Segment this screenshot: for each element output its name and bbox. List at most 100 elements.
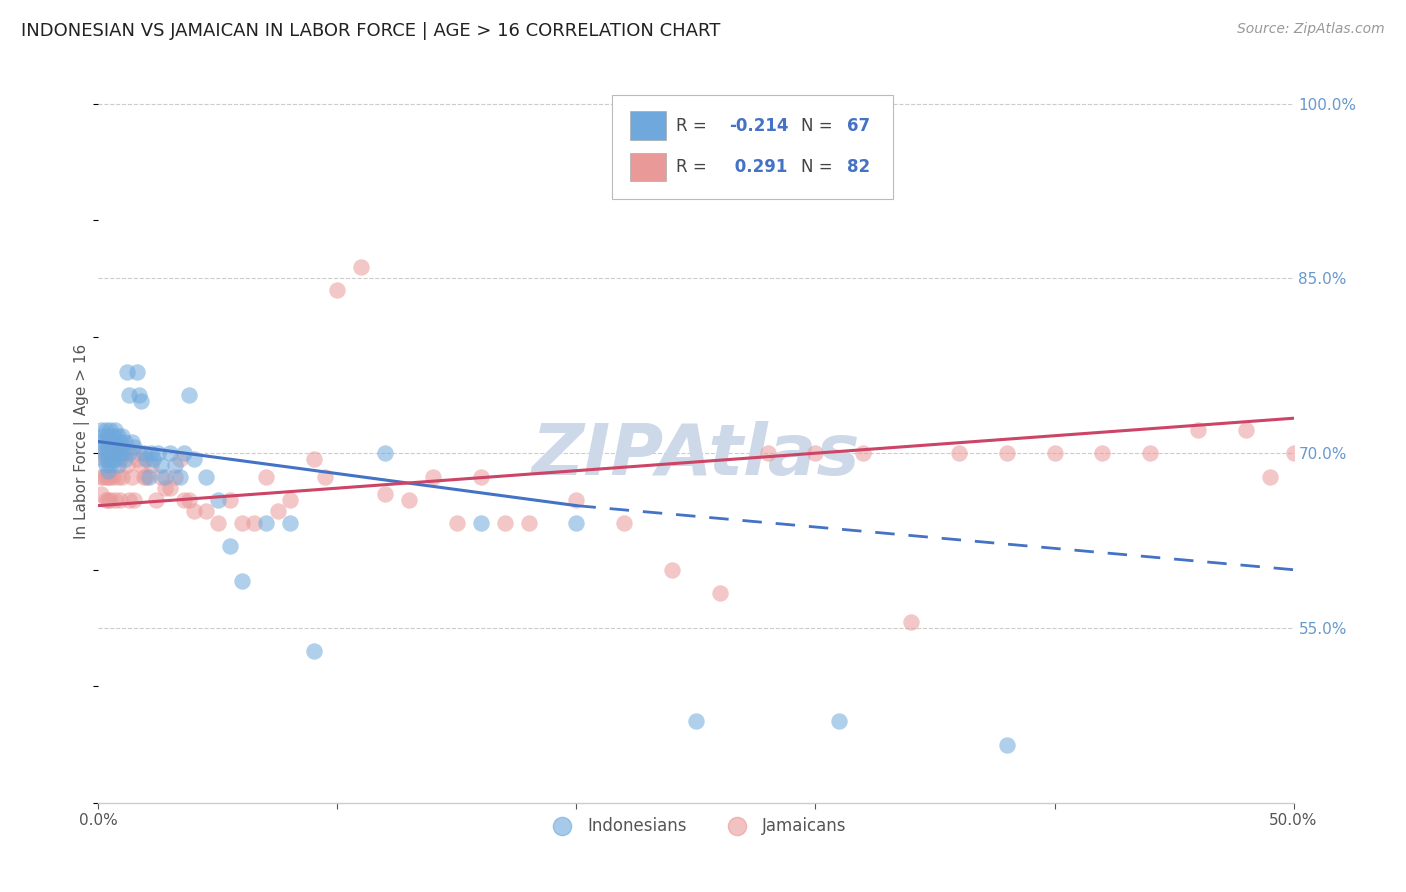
Point [111, 469, 134, 483]
Point [97, 428, 120, 442]
Point [145, 492, 167, 507]
Point [124, 492, 146, 507]
Point [97, 464, 120, 478]
Point [98, 458, 122, 472]
Point [111, 446, 134, 460]
Text: ZIPAtlas: ZIPAtlas [531, 422, 860, 491]
Point [128, 446, 150, 460]
Point [104, 423, 127, 437]
Point [101, 446, 124, 460]
Point [132, 469, 155, 483]
Point [613, 516, 636, 530]
Point [101, 441, 124, 455]
Point [91, 469, 114, 483]
Text: R =: R = [676, 158, 717, 176]
Point [446, 516, 468, 530]
Point [114, 434, 136, 449]
Point [98, 434, 122, 449]
Point [108, 446, 131, 460]
Point [107, 458, 129, 472]
Point [1282, 446, 1305, 460]
Text: INDONESIAN VS JAMAICAN IN LABOR FORCE | AGE > 16 CORRELATION CHART: INDONESIAN VS JAMAICAN IN LABOR FORCE | … [21, 22, 720, 40]
Point [149, 469, 172, 483]
Point [422, 469, 444, 483]
Point [207, 492, 229, 507]
Point [97, 452, 120, 467]
Text: -0.214: -0.214 [730, 117, 789, 135]
Point [155, 481, 177, 495]
Point [243, 516, 266, 530]
Point [195, 504, 218, 518]
Point [219, 492, 242, 507]
Text: N =: N = [801, 158, 838, 176]
Point [108, 434, 131, 449]
Point [98, 452, 122, 467]
Point [94, 446, 117, 460]
Point [121, 469, 143, 483]
Point [149, 458, 172, 472]
Point [104, 492, 127, 507]
FancyBboxPatch shape [630, 112, 666, 140]
Point [98, 492, 122, 507]
Point [350, 260, 373, 274]
Point [995, 738, 1018, 752]
Point [97, 441, 120, 455]
Point [97, 469, 120, 483]
Point [128, 388, 150, 402]
Point [115, 365, 138, 379]
Point [1258, 469, 1281, 483]
Point [179, 388, 201, 402]
Point [565, 516, 588, 530]
Point [159, 481, 181, 495]
Point [1187, 423, 1209, 437]
Point [159, 446, 181, 460]
Point [107, 428, 129, 442]
Point [828, 714, 851, 729]
Point [207, 516, 229, 530]
Point [91, 452, 114, 467]
FancyBboxPatch shape [630, 153, 666, 181]
Point [398, 492, 420, 507]
Point [302, 452, 325, 467]
Point [517, 516, 540, 530]
Point [94, 452, 117, 467]
Point [278, 492, 301, 507]
Point [1043, 446, 1066, 460]
Point [494, 516, 516, 530]
Point [804, 446, 827, 460]
Point [94, 469, 117, 483]
Point [326, 283, 349, 297]
Point [104, 452, 127, 467]
Text: Source: ZipAtlas.com: Source: ZipAtlas.com [1237, 22, 1385, 37]
Point [125, 452, 148, 467]
Point [104, 434, 127, 449]
Point [685, 714, 707, 729]
Point [115, 458, 138, 472]
Point [1306, 400, 1329, 414]
Point [94, 434, 117, 449]
Point [374, 487, 396, 501]
Point [278, 516, 301, 530]
Text: 82: 82 [846, 158, 870, 176]
Point [91, 441, 114, 455]
Point [1091, 446, 1114, 460]
Point [131, 458, 153, 472]
Point [111, 428, 134, 442]
Point [90, 469, 112, 483]
Point [183, 452, 205, 467]
Point [179, 492, 201, 507]
Point [94, 423, 117, 437]
Point [135, 469, 157, 483]
Point [1139, 446, 1161, 460]
Point [148, 446, 170, 460]
Point [565, 492, 588, 507]
Point [94, 492, 117, 507]
Point [302, 644, 325, 658]
Point [118, 492, 141, 507]
Point [91, 446, 114, 460]
Point [195, 469, 218, 483]
Point [142, 452, 165, 467]
Point [155, 469, 177, 483]
Point [97, 446, 120, 460]
Text: N =: N = [801, 117, 838, 135]
